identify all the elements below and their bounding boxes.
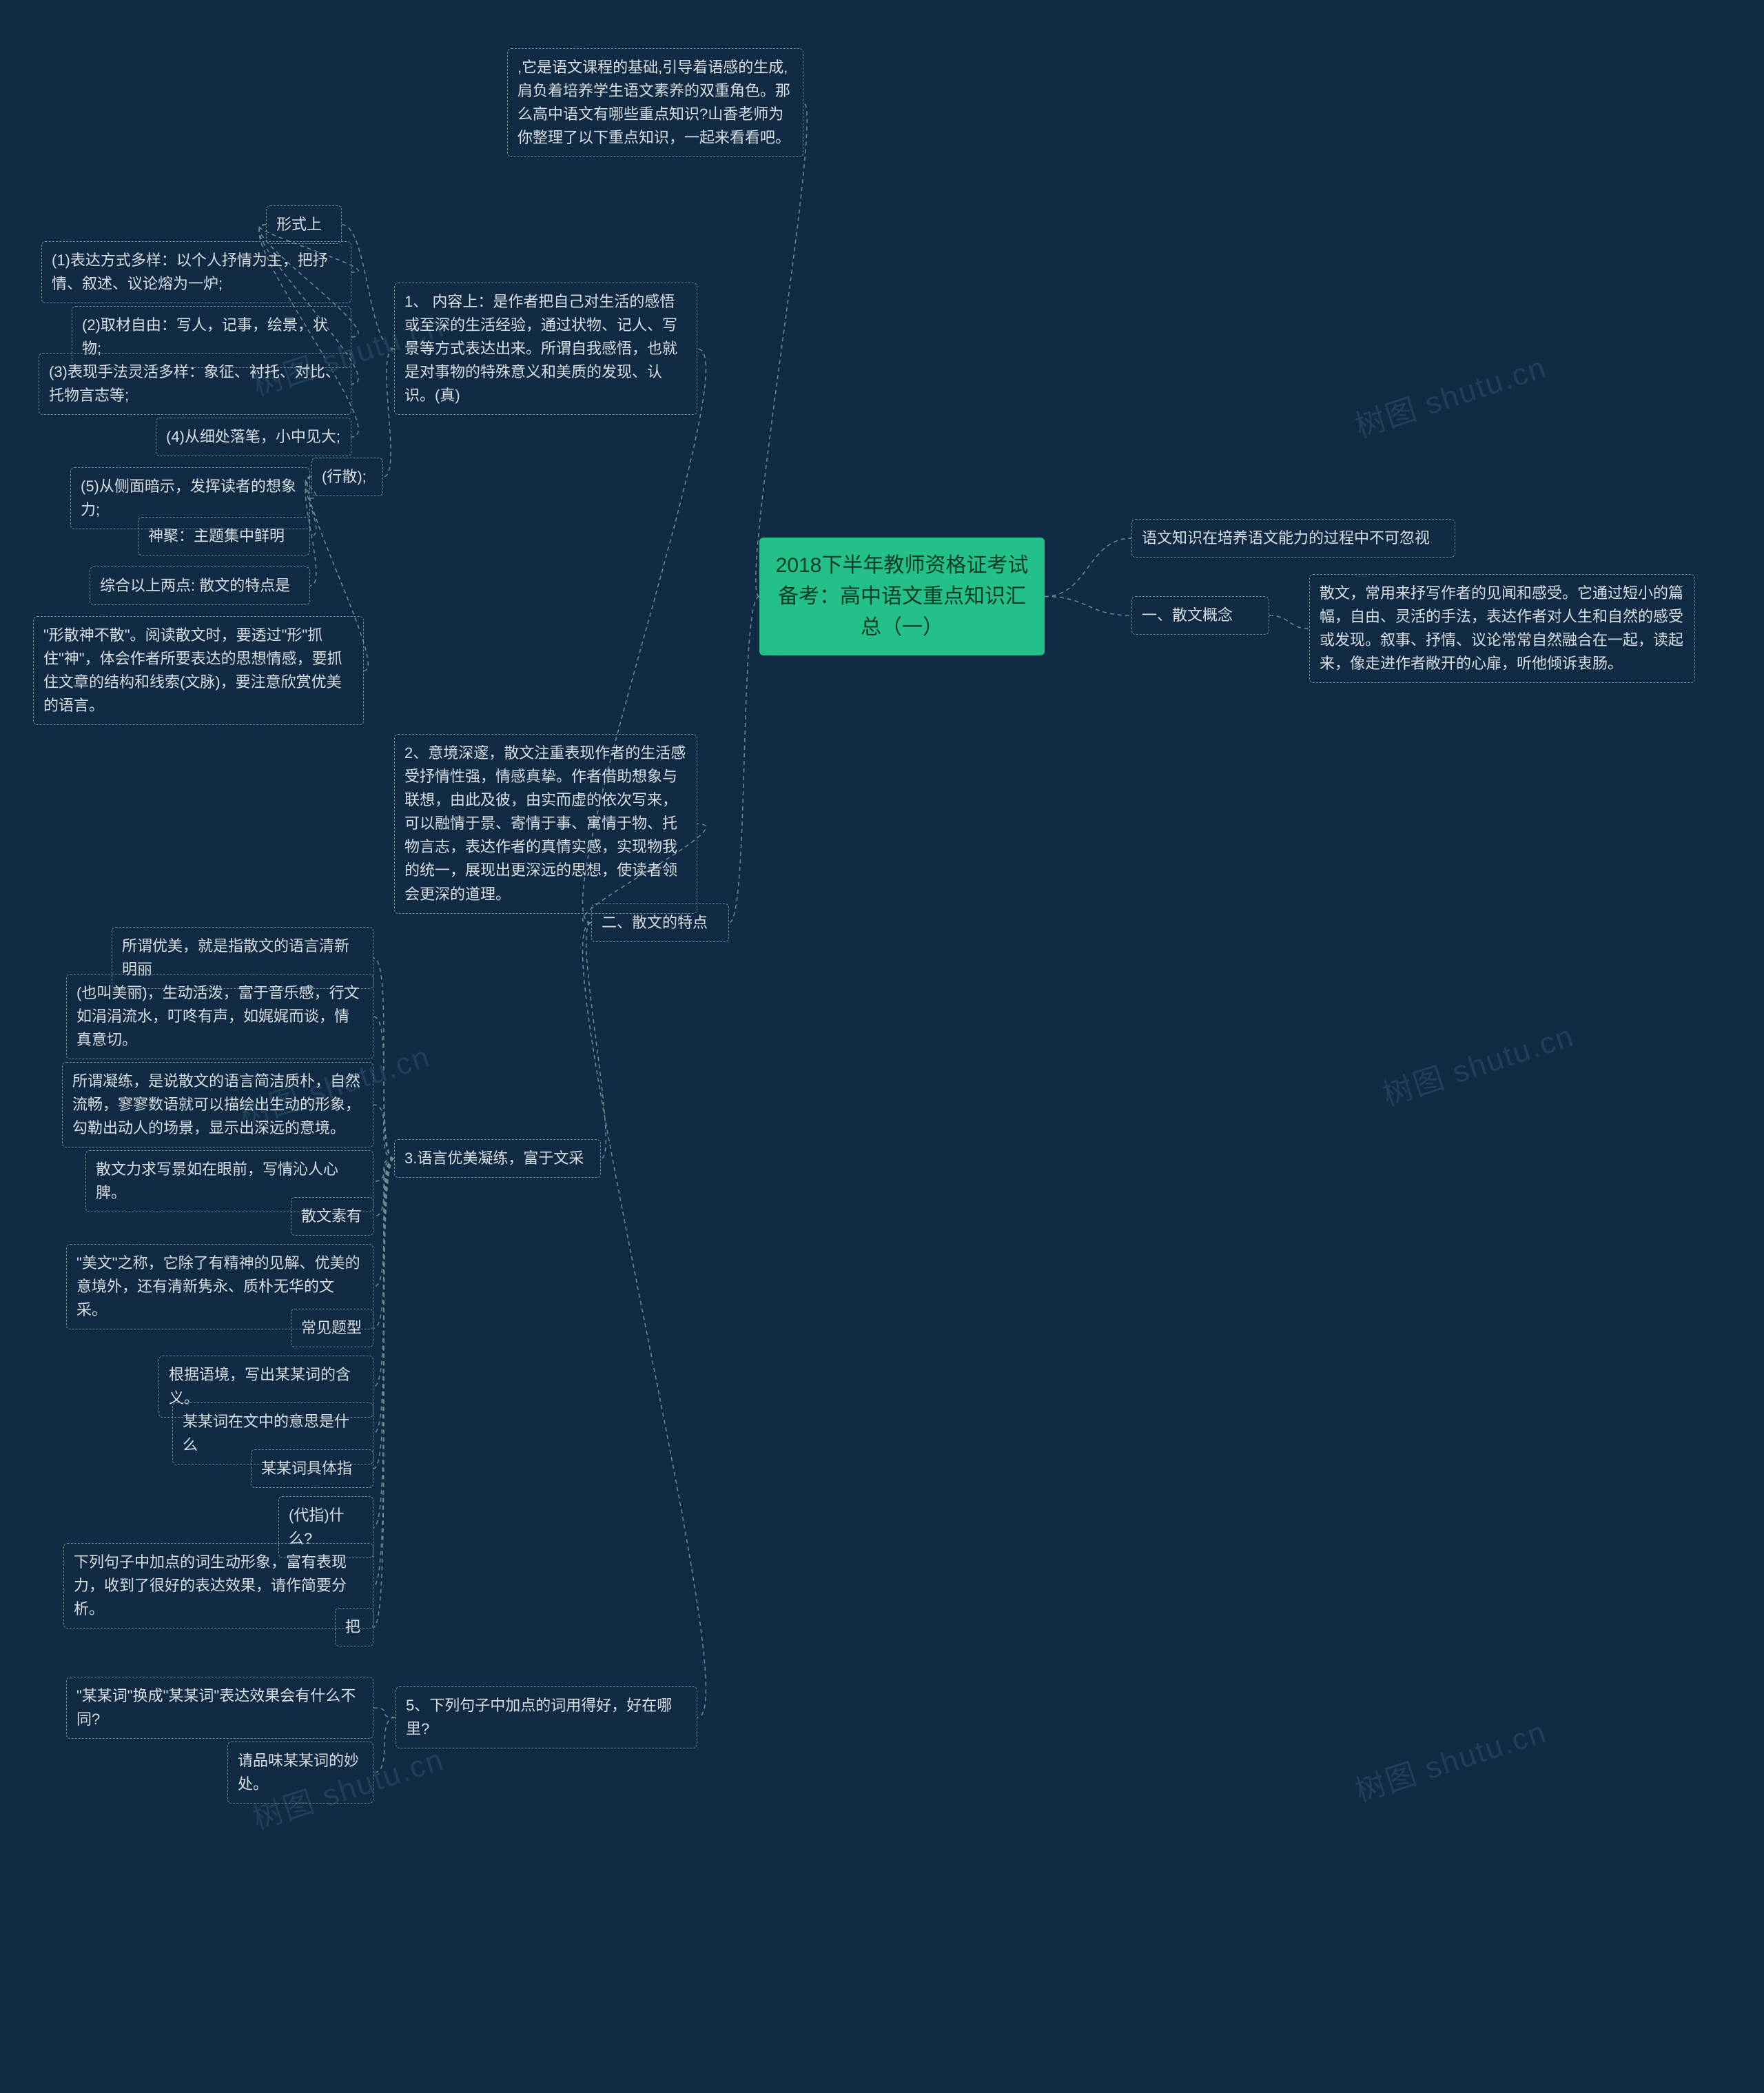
mindmap-node[interactable]: 神聚：主题集中鲜明	[138, 517, 310, 555]
mindmap-node[interactable]: 常见题型	[291, 1309, 373, 1347]
mindmap-node[interactable]: (4)从细处落笔，小中见大;	[156, 418, 351, 456]
mindmap-node[interactable]: "某某词"换成"某某词"表达效果会有什么不同?	[66, 1677, 373, 1739]
mindmap-node[interactable]: ,它是语文课程的基础,引导着语感的生成,肩负着培养学生语文素养的双重角色。那么高…	[507, 48, 803, 157]
mindmap-node[interactable]: 某某词具体指	[251, 1449, 373, 1488]
mindmap-edge	[383, 349, 394, 477]
mindmap-node[interactable]: 下列句子中加点的词生动形象，富有表现力，收到了很好的表达效果，请作简要分析。	[63, 1543, 373, 1629]
mindmap-edge	[373, 1717, 396, 1773]
mindmap-node[interactable]: (行散);	[311, 458, 383, 496]
mindmap-edge	[373, 1158, 394, 1433]
mindmap-node[interactable]: 把	[335, 1608, 373, 1646]
mindmap-edge	[583, 923, 706, 1717]
mindmap-edge	[729, 597, 759, 923]
mindmap-node[interactable]: 综合以上两点: 散文的特点是	[90, 566, 310, 605]
mindmap-edge	[373, 1158, 394, 1216]
mindmap-node[interactable]: 3.语言优美凝练，富于文采	[394, 1139, 601, 1178]
watermark: 树图 shutu.cn	[1348, 1707, 1551, 1810]
mindmap-node[interactable]: (3)表现手法灵活多样：象征、衬托、对比、托物言志等;	[39, 353, 351, 415]
mindmap-node[interactable]: 散文，常用来抒写作者的见闻和感受。它通过短小的篇幅，自由、灵活的手法，表达作者对…	[1309, 574, 1695, 683]
mindmap-edge	[373, 958, 394, 1158]
mindmap-node[interactable]: 所谓凝练，是说散文的语言简洁质朴，自然流畅，寥寥数语就可以描绘出生动的形象，勾勒…	[62, 1062, 373, 1147]
mindmap-node[interactable]: 散文素有	[291, 1197, 373, 1236]
mindmap-edge	[373, 1158, 394, 1287]
watermark: 树图 shutu.cn	[1376, 1011, 1579, 1114]
mindmap-node[interactable]: 语文知识在培养语文能力的过程中不可忽视	[1131, 519, 1455, 558]
mindmap-node[interactable]: "形散神不散"。阅读散文时，要透过"形"抓住"神"，体会作者所要表达的思想情感，…	[33, 616, 364, 725]
mindmap-node[interactable]: 5、下列句子中加点的词用得好，好在哪里?	[396, 1686, 697, 1748]
watermark: 树图 shutu.cn	[1348, 343, 1551, 446]
mindmap-edge	[373, 1017, 394, 1158]
mindmap-node[interactable]: 一、散文概念	[1131, 596, 1269, 635]
mindmap-node[interactable]: (1)表达方式多样：以个人抒情为主，把抒情、叙述、议论熔为一炉;	[41, 241, 351, 303]
mindmap-edge	[373, 1158, 394, 1469]
mindmap-node[interactable]: (也叫美丽)，生动活泼，富于音乐感，行文如涓涓流水，叮咚有声，如娓娓而谈，情真意…	[66, 974, 373, 1059]
mindmap-edge	[1269, 615, 1309, 629]
mindmap-edge	[373, 1158, 394, 1387]
mindmap-edge	[373, 1158, 394, 1586]
mindmap-node[interactable]: 形式上	[266, 205, 342, 244]
mindmap-edge	[1045, 597, 1131, 616]
mindmap-edge	[373, 1708, 396, 1717]
mindmap-edge	[373, 1158, 394, 1527]
mindmap-root[interactable]: 2018下半年教师资格证考试备考：高中语文重点知识汇总（一）	[759, 538, 1045, 655]
mindmap-edge	[373, 1158, 394, 1627]
mindmap-node[interactable]: 1、 内容上：是作者把自己对生活的感悟或至深的生活经验，通过状物、记人、写景等方…	[394, 283, 697, 415]
mindmap-edge	[373, 1105, 394, 1158]
mindmap-edge	[756, 103, 807, 596]
mindmap-edge	[373, 1158, 394, 1328]
mindmap-node[interactable]: 请品味某某词的妙处。	[227, 1742, 373, 1804]
mindmap-edge	[373, 1158, 394, 1181]
mindmap-canvas: 树图 shutu.cn树图 shutu.cn树图 shutu.cn树图 shut…	[0, 0, 1764, 2093]
mindmap-edge	[586, 923, 606, 1158]
mindmap-node[interactable]: 2、意境深邃，散文注重表现作者的生活感受抒情性强，情感真挚。作者借助想象与联想，…	[394, 734, 697, 914]
mindmap-edge	[1045, 538, 1131, 596]
